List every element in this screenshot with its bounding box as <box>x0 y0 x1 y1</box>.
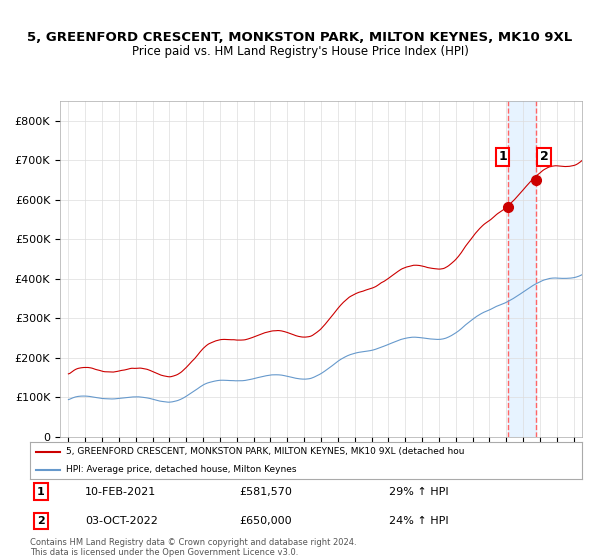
Text: 03-OCT-2022: 03-OCT-2022 <box>85 516 158 526</box>
Text: £650,000: £650,000 <box>240 516 292 526</box>
Bar <box>508 101 536 437</box>
Text: £581,570: £581,570 <box>240 487 293 497</box>
Text: Price paid vs. HM Land Registry's House Price Index (HPI): Price paid vs. HM Land Registry's House … <box>131 45 469 58</box>
Text: HPI: Average price, detached house, Milton Keynes: HPI: Average price, detached house, Milt… <box>66 465 296 474</box>
Text: 2: 2 <box>37 516 45 526</box>
Text: 1: 1 <box>37 487 45 497</box>
Text: 10-FEB-2021: 10-FEB-2021 <box>85 487 157 497</box>
Text: 2: 2 <box>540 150 548 163</box>
Text: 24% ↑ HPI: 24% ↑ HPI <box>389 516 448 526</box>
Text: 5, GREENFORD CRESCENT, MONKSTON PARK, MILTON KEYNES, MK10 9XL (detached hou: 5, GREENFORD CRESCENT, MONKSTON PARK, MI… <box>66 447 464 456</box>
Text: 29% ↑ HPI: 29% ↑ HPI <box>389 487 448 497</box>
Text: 1: 1 <box>498 150 507 163</box>
Text: Contains HM Land Registry data © Crown copyright and database right 2024.
This d: Contains HM Land Registry data © Crown c… <box>30 538 356 557</box>
Text: 5, GREENFORD CRESCENT, MONKSTON PARK, MILTON KEYNES, MK10 9XL: 5, GREENFORD CRESCENT, MONKSTON PARK, MI… <box>28 31 572 44</box>
